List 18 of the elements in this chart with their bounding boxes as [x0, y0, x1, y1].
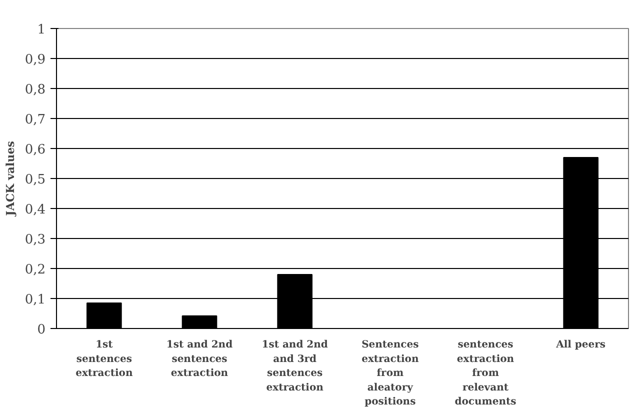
- y-tick-label: 0,5: [24, 172, 46, 188]
- x-tick-label: 1st and 2nd and 3rd sentences extraction: [262, 340, 328, 394]
- y-tick-label: 0,6: [24, 142, 46, 158]
- y-tick-label: 0,7: [24, 112, 46, 128]
- y-tick-label: 0,1: [24, 292, 46, 308]
- y-tick-label: 0: [37, 322, 46, 338]
- x-tick-label: 1st sentences extraction: [76, 340, 134, 380]
- x-tick-label: All peers: [555, 340, 606, 350]
- y-tick-label: 0,4: [24, 202, 46, 218]
- x-tick-label: 1st and 2nd sentences extraction: [166, 340, 233, 380]
- y-axis-title: JACK values: [4, 141, 17, 217]
- y-tick-label: 0,9: [24, 52, 46, 68]
- y-tick-label: 0,3: [24, 232, 46, 248]
- y-tick-label: 1: [37, 22, 46, 38]
- x-tick-label: Sentences extraction from aleatory positions: [362, 340, 420, 408]
- y-tick-label: 0,2: [24, 262, 46, 278]
- y-tick-label: 0,8: [24, 82, 46, 98]
- x-tick-label: sentences extraction from relevant documents: [454, 340, 517, 408]
